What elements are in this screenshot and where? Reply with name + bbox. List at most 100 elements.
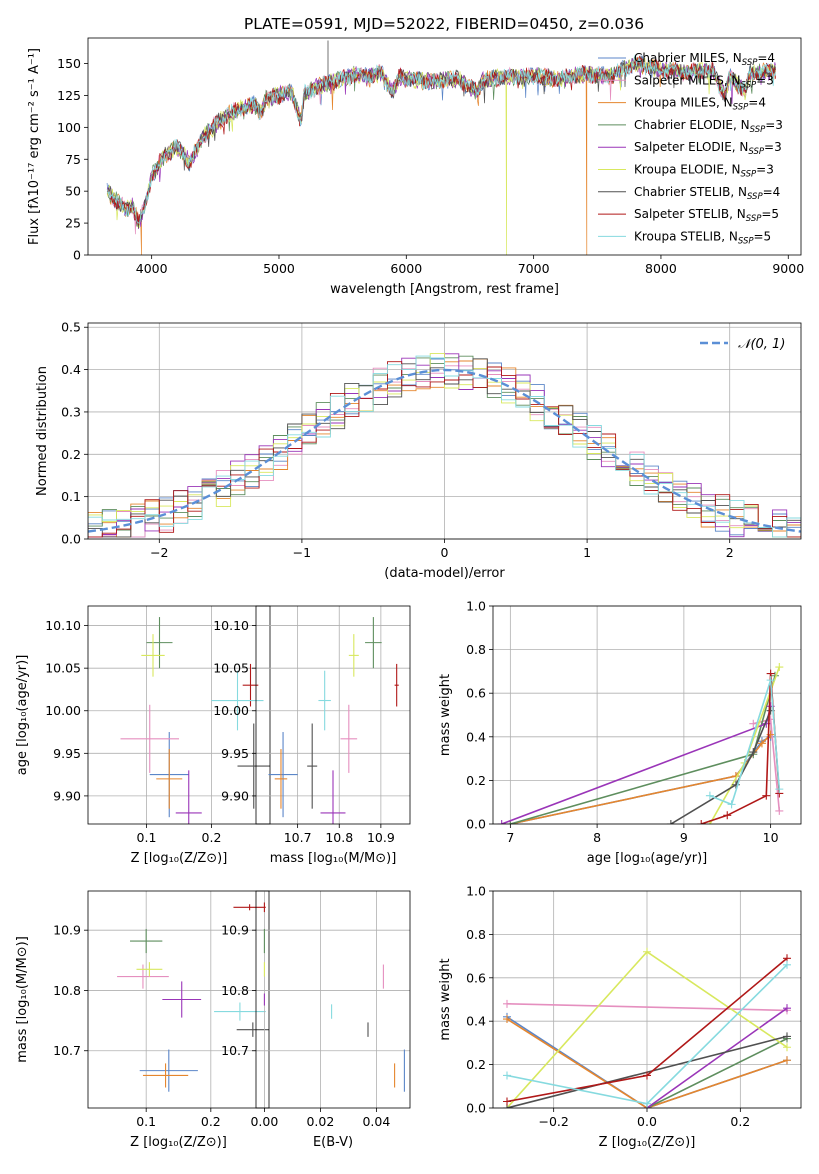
- histogram-kroupa-stelib: [88, 355, 801, 538]
- errorbar-kroupa-elodie: [141, 634, 165, 677]
- plot-frame: [87, 890, 270, 1109]
- legend-label-normal: 𝒩(0, 1): [738, 337, 785, 352]
- spectrum-line-salpeter-stelib: [107, 55, 776, 225]
- errorbar-chabrier-miles: [268, 732, 298, 818]
- y-tick-label: 0.1: [61, 489, 81, 504]
- errorbar-kroupa-miles: [274, 749, 288, 809]
- x-tick-label: 5000: [263, 261, 295, 276]
- x-tick-label: −1: [293, 545, 311, 560]
- legend-label-salpeter-elodie: Salpeter ELODIE, NSSP=3: [634, 140, 782, 157]
- y-tick-label: 10.05: [213, 661, 249, 676]
- residuals-xlabel: (data-model)/error: [384, 566, 505, 581]
- series-marker: [497, 820, 506, 824]
- y-tick-label: 1.0: [466, 599, 486, 614]
- x-tick-label: 0.02: [306, 1114, 334, 1129]
- series-chabrier-elodie: [506, 671, 779, 824]
- x-tick-label: 10.7: [284, 830, 312, 845]
- weight-vs-age-xlabel: age [log₁₀(age/yr)]: [587, 851, 708, 866]
- x-tick-label: 0.00: [250, 1114, 278, 1129]
- y-tick-label: 125: [57, 88, 81, 103]
- weight-vs-Z-xlabel: Z [log₁₀(Z/Z⊙)]: [599, 1135, 696, 1150]
- x-tick-label: 4000: [136, 261, 168, 276]
- legend-label-chabrier-elodie: Chabrier ELODIE, NSSP=3: [634, 118, 783, 135]
- series-marker: [783, 1056, 791, 1065]
- x-tick-label: 0: [441, 545, 449, 560]
- age-vs-Z-ylabel: age [log₁₀(age/yr)]: [15, 655, 30, 776]
- mass-vs-Z-grid: [88, 891, 269, 1108]
- x-tick-label: −0.2: [538, 1114, 568, 1129]
- y-tick-label: 0.8: [466, 642, 486, 657]
- residuals-ylabel: Normed distribution: [35, 366, 50, 496]
- series-marker: [727, 800, 736, 809]
- errorbar-chabrier-stelib: [307, 723, 318, 809]
- spectrum-lines: [106, 40, 776, 255]
- legend-label-kroupa-miles: Kroupa MILES, NSSP=4: [634, 96, 766, 113]
- y-tick-label: 0.0: [466, 1101, 486, 1116]
- x-tick-label: 2: [726, 545, 734, 560]
- mass-vs-Z-xlabel: Z [log₁₀(Z/Z⊙)]: [130, 1135, 227, 1150]
- series-marker: [643, 1071, 651, 1080]
- mass-vs-EBV-axes: [256, 891, 410, 1108]
- errorbar-kroupa-stelib: [214, 1002, 266, 1021]
- errorbar-chabrier-elodie: [146, 617, 173, 669]
- y-tick-label: 0.0: [61, 532, 81, 547]
- series-line: [510, 734, 772, 824]
- series-line: [670, 710, 772, 824]
- y-tick-label: 150: [57, 56, 81, 71]
- series-kroupa-stelib: [705, 676, 784, 809]
- x-tick-label: 1: [583, 545, 591, 560]
- y-tick-label: 10.10: [213, 618, 249, 633]
- legend-label-kroupa-stelib: Kroupa STELIB, NSSP=5: [634, 229, 771, 246]
- y-tick-label: 10.00: [213, 703, 249, 718]
- age-vs-Z-frame: 0.1 0.2 9.90 9.95 10.00 10.05 10.10 Z [log₁₀(Z/…: [15, 605, 271, 866]
- y-tick-label: 9.90: [221, 788, 249, 803]
- weight-vs-age-axes: [493, 605, 801, 825]
- mass-vs-EBV-xlabel: E(B-V): [313, 1135, 353, 1150]
- mass-vs-EBV-points: [263, 902, 405, 1092]
- age-vs-Z-xlabel: Z [log₁₀(Z/Z⊙)]: [131, 851, 228, 866]
- x-tick-label: 0.2: [201, 1114, 221, 1129]
- errorbar-chabrier-miles: [139, 1049, 198, 1092]
- weight-vs-age-ylabel: mass weight: [438, 674, 453, 756]
- series-line: [700, 673, 781, 824]
- age-vs-mass-points: [268, 617, 399, 824]
- legend-label-salpeter-stelib: Salpeter STELIB, NSSP=5: [634, 207, 779, 224]
- age-vs-mass-xlabel: mass [log₁₀(M/M⊙)]: [270, 851, 397, 866]
- errorbar-salpeter-elodie: [162, 981, 202, 1018]
- series-marker: [775, 785, 784, 794]
- x-tick-label: 10: [763, 830, 779, 845]
- y-tick-label: 0.6: [466, 686, 486, 701]
- x-tick-label: 9000: [772, 261, 804, 276]
- series-marker: [749, 748, 758, 757]
- legend-label-chabrier-miles: Chabrier MILES, NSSP=4: [634, 51, 775, 68]
- series-line: [501, 706, 772, 824]
- errorbar-kroupa-stelib: [211, 670, 264, 731]
- series-marker: [762, 791, 771, 800]
- series-marker: [697, 820, 706, 824]
- x-tick-label: 8: [593, 830, 601, 845]
- y-tick-label: 0.2: [466, 1057, 486, 1072]
- y-tick-label: 10.10: [45, 618, 81, 633]
- x-tick-label: 9: [680, 830, 688, 845]
- errorbar-salpeter-stelib: [394, 663, 399, 707]
- spectrum-frame: 4000 5000 6000 7000 8000 9000 0 25 50 75 100 125 150…: [27, 37, 804, 297]
- spectrum-xlabel: wavelength [Angstrom, rest frame]: [330, 282, 559, 297]
- y-tick-label: 75: [65, 152, 81, 167]
- plot-frame: [255, 890, 411, 1109]
- weight-vs-age-lines: [497, 663, 784, 824]
- y-tick-label: 100: [57, 120, 81, 135]
- series-line: [646, 1007, 788, 1108]
- weight-vs-Z-frame: −0.2 0.0 0.2 0.0 0.2 0.4 0.6 0.8 1.0 Z [log₁₀(Z/Z…: [438, 884, 802, 1150]
- mass-vs-Z-frame: 0.1 0.2 10.7 10.8 10.9 Z [log₁₀(Z/Z⊙)] mass [l…: [15, 890, 270, 1150]
- y-tick-label: 0.6: [466, 970, 486, 985]
- legend-label-kroupa-elodie: Kroupa ELODIE, NSSP=3: [634, 163, 774, 180]
- plot-frame: [87, 605, 271, 825]
- series-line: [709, 679, 781, 806]
- errorbar-kroupa-miles: [156, 749, 183, 809]
- y-tick-label: 10.7: [221, 1043, 249, 1058]
- normal-curve: [88, 368, 801, 533]
- series-marker: [749, 719, 758, 728]
- residual-histograms: [88, 353, 801, 538]
- series-marker: [643, 1099, 651, 1108]
- y-tick-label: 50: [65, 184, 81, 199]
